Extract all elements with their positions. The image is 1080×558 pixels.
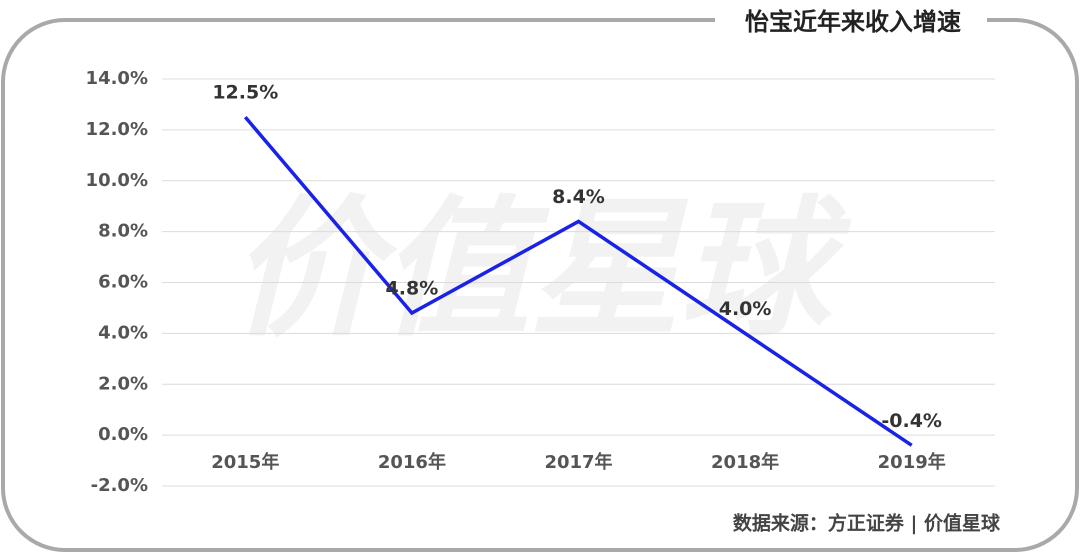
frame (1, 18, 1079, 552)
y-tick-label: 10.0% (86, 170, 148, 191)
line-series (243, 116, 913, 447)
y-tick-label: 14.0% (86, 68, 148, 89)
source-note: 数据来源：方正证券 | 价值星球 (733, 512, 1001, 535)
data-label: -0.4% (881, 410, 942, 432)
x-tick-label: 2017年 (544, 451, 612, 473)
y-tick-label: 8.0% (98, 221, 148, 242)
y-tick-label: 4.0% (98, 322, 148, 343)
y-tick-label: 6.0% (98, 272, 148, 293)
data-label: 12.5% (212, 82, 278, 104)
chart-title: 怡宝近年来收入增速 (745, 8, 961, 36)
x-tick-label: 2018年 (711, 451, 779, 473)
y-tick-label: 2.0% (98, 373, 148, 394)
y-tick-label: 12.0% (86, 119, 148, 140)
y-tick-label: 0.0% (98, 424, 148, 445)
data-label: 8.4% (552, 186, 605, 208)
title-backdrop (715, 6, 987, 40)
y-tick-label: -2.0% (91, 475, 148, 496)
watermark: 价值星球 (230, 183, 852, 357)
data-label: 4.0% (719, 298, 772, 320)
x-tick-label: 2016年 (378, 451, 446, 473)
x-tick-label: 2015年 (211, 451, 279, 473)
x-tick-label: 2019年 (878, 451, 946, 473)
data-label: 4.8% (386, 278, 439, 300)
